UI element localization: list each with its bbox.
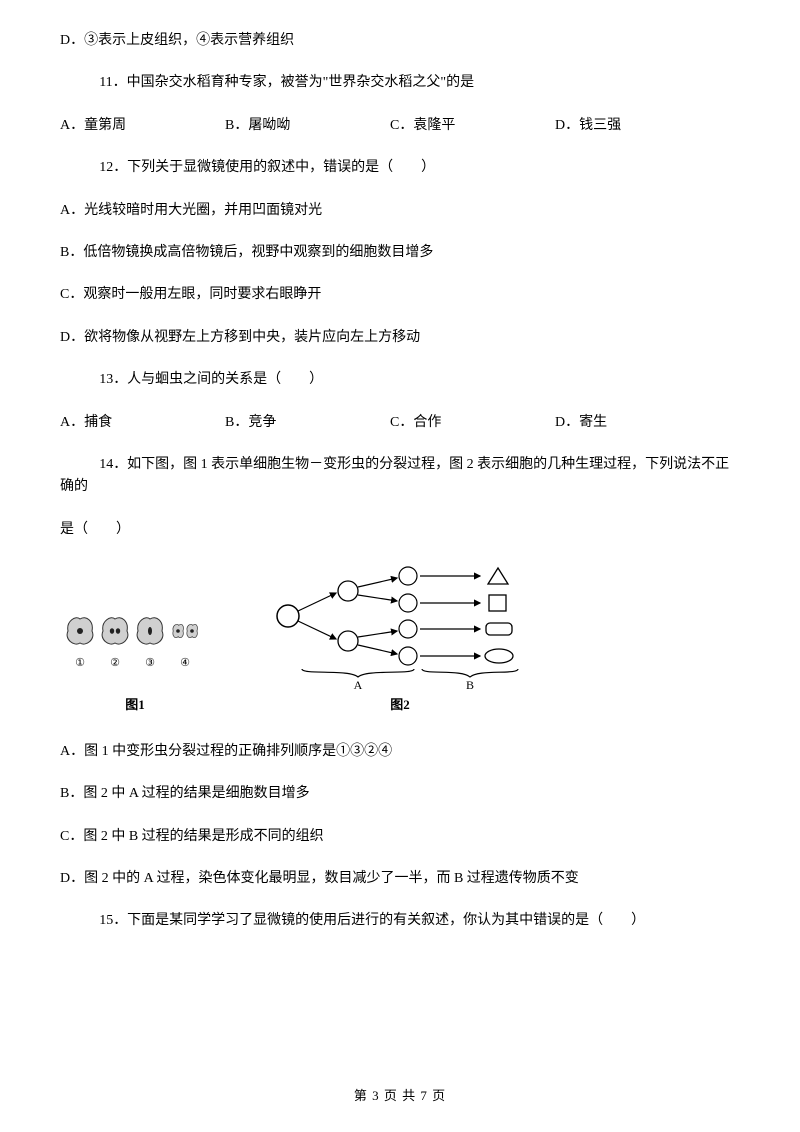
q13-option-c: C．合作 <box>390 412 555 434</box>
figure-2: A B 图2 <box>270 561 530 716</box>
amoeba-division-icon: ① ② ③ ④ <box>60 591 210 691</box>
q12-option-a: A．光线较暗时用大光圈，并用凹面镜对光 <box>60 200 740 222</box>
q14-option-c: C．图 2 中 B 过程的结果是形成不同的组织 <box>60 826 740 848</box>
q11-options: A．童第周 B．屠呦呦 C．袁隆平 D．钱三强 <box>60 115 740 137</box>
q14-text-l2: 是（ ） <box>60 519 740 541</box>
q14-figures: ① ② ③ ④ 图1 <box>60 561 740 716</box>
cell-process-diagram-icon: A B <box>270 561 530 691</box>
fig2-label-a: A <box>354 678 363 691</box>
fig2-caption: 图2 <box>270 695 530 716</box>
q11-option-b: B．屠呦呦 <box>225 115 390 137</box>
q13-option-b: B．竞争 <box>225 412 390 434</box>
fig1-num-4: ④ <box>180 657 190 669</box>
q11-text: 11．中国杂交水稻育种专家，被誉为"世界杂交水稻之父"的是 <box>60 72 740 94</box>
q10-option-d: D．③表示上皮组织，④表示营养组织 <box>60 30 740 52</box>
fig1-num-1: ① <box>75 657 85 669</box>
q12-option-d: D．欲将物像从视野左上方移到中央，装片应向左上方移动 <box>60 327 740 349</box>
figure-1: ① ② ③ ④ 图1 <box>60 591 210 716</box>
q15-text: 15．下面是某同学学习了显微镜的使用后进行的有关叙述，你认为其中错误的是（ ） <box>60 910 740 932</box>
q12-option-c: C．观察时一般用左眼，同时要求右眼睁开 <box>60 284 740 306</box>
page-footer: 第 3 页 共 7 页 <box>0 1086 800 1107</box>
fig1-num-2: ② <box>110 657 120 669</box>
q13-options: A．捕食 B．竞争 C．合作 D．寄生 <box>60 412 740 434</box>
q14-option-a: A．图 1 中变形虫分裂过程的正确排列顺序是①③②④ <box>60 741 740 763</box>
q13-text: 13．人与蛔虫之间的关系是（ ） <box>60 369 740 391</box>
fig1-num-3: ③ <box>145 657 155 669</box>
q13-option-a: A．捕食 <box>60 412 225 434</box>
fig1-caption: 图1 <box>60 695 210 716</box>
q11-option-c: C．袁隆平 <box>390 115 555 137</box>
q11-option-a: A．童第周 <box>60 115 225 137</box>
q12-text: 12．下列关于显微镜使用的叙述中，错误的是（ ） <box>60 157 740 179</box>
q12-option-b: B．低倍物镜换成高倍物镜后，视野中观察到的细胞数目增多 <box>60 242 740 264</box>
q14-text-l1: 14．如下图，图 1 表示单细胞生物－变形虫的分裂过程，图 2 表示细胞的几种生… <box>60 454 740 499</box>
q11-option-d: D．钱三强 <box>555 115 720 137</box>
fig2-label-b: B <box>466 678 474 691</box>
q13-option-d: D．寄生 <box>555 412 720 434</box>
q14-option-d: D．图 2 中的 A 过程，染色体变化最明显，数目减少了一半，而 B 过程遗传物… <box>60 868 740 890</box>
q14-option-b: B．图 2 中 A 过程的结果是细胞数目增多 <box>60 783 740 805</box>
